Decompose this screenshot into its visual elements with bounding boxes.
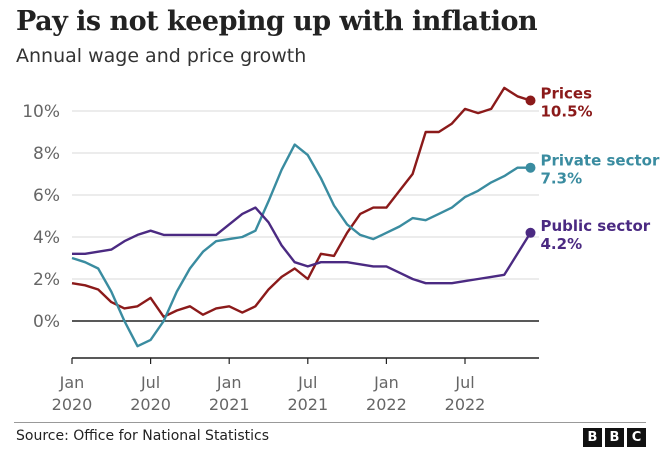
x-tick-label-year: 2022 [366,395,407,414]
x-tick-label-year: 2020 [130,395,171,414]
chart-subtitle: Annual wage and price growth [16,45,307,67]
x-tick-label-month: Jan [373,373,399,392]
bbc-logo: B B C [583,428,646,447]
end-point-public-sector [525,227,536,238]
end-point-private-sector [525,162,536,173]
footer-divider [14,422,646,423]
series-line-private-sector [71,143,531,348]
series-label-value: 7.3% [541,170,583,188]
series-label-value: 10.5% [541,103,593,121]
end-point-prices [525,95,536,106]
x-tick-label-year: 2022 [445,395,486,414]
y-tick-label: 6% [33,186,60,206]
series-label-name: Public sector [541,217,651,235]
source-note: Source: Office for National Statistics [16,428,270,444]
series-label-value: 4.2% [541,235,583,253]
series-lines [71,86,536,348]
series-label-name: Prices [541,85,593,103]
gridlines [72,110,539,322]
x-tick-label-month: Jan [59,373,85,392]
x-tick-label-year: 2020 [52,395,93,414]
x-tick-label-year: 2021 [209,395,250,414]
y-tick-label: 2% [33,270,60,290]
series-label-name: Private sector [541,152,660,170]
x-tick-label-month: Jan [216,373,242,392]
bbc-logo-letter: B [583,428,602,447]
bbc-logo-letter: C [627,428,646,447]
x-tick-label-year: 2021 [287,395,328,414]
bbc-logo-letter: B [605,428,624,447]
chart-title: Pay is not keeping up with inflation [16,6,538,37]
x-axis: Jan 2020 Jul 2020 Jan 2021 Jul 2021 Jan 2022 Jul 20… [52,357,539,414]
x-tick-label-month: Jul [297,373,317,392]
y-tick-label: 4% [33,228,60,248]
y-tick-label: 0% [33,312,60,332]
y-tick-label: 10% [22,102,60,122]
y-axis-ticks: 0% 2% 4% 6% 8% 10% [22,102,60,332]
series-line-prices [71,86,531,318]
x-tick-label-month: Jul [454,373,474,392]
series-line-public-sector [72,206,532,285]
y-tick-label: 8% [33,144,60,164]
x-tick-label-month: Jul [140,373,160,392]
